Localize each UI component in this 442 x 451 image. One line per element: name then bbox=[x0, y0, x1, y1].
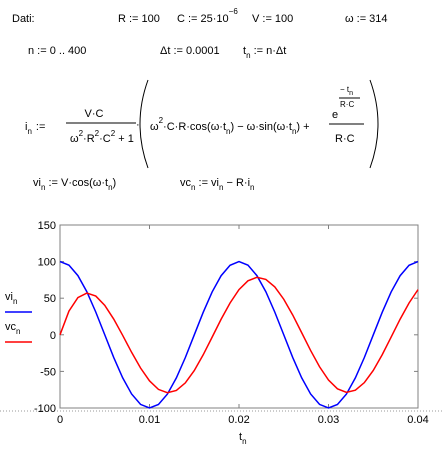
symbol: ) − ω·sin(ω·t bbox=[230, 121, 291, 133]
y-tick-label: 150 bbox=[38, 220, 56, 232]
subscript: n bbox=[226, 127, 230, 136]
symbol: ·C bbox=[99, 133, 111, 145]
denominator: R·C bbox=[335, 133, 355, 145]
legend-label: vcn bbox=[5, 321, 20, 336]
operator: · bbox=[136, 119, 140, 131]
symbol: ω bbox=[150, 121, 159, 133]
symbol: e bbox=[332, 109, 338, 121]
subscript: n bbox=[191, 183, 195, 192]
plot-frame bbox=[59, 224, 419, 409]
symbol: := V·cos(ω·t bbox=[45, 177, 108, 189]
subscript: n bbox=[41, 183, 45, 192]
superscript: 2 bbox=[111, 129, 116, 138]
symbol: t bbox=[243, 45, 246, 57]
numerator: V·C bbox=[85, 108, 104, 120]
symbol: ω bbox=[70, 133, 79, 145]
definition: V := 100 bbox=[252, 13, 293, 25]
symbol: ·C·R·cos(ω·t bbox=[163, 121, 226, 133]
superscript: 2 bbox=[159, 116, 164, 125]
x-tick-label: 0.03 bbox=[318, 414, 339, 426]
symbol: ) + bbox=[296, 121, 309, 133]
subscript: n bbox=[27, 127, 31, 136]
denominator: ω2·R2·C2 + 1 bbox=[70, 129, 134, 145]
x-tick-label: 0.01 bbox=[139, 414, 160, 426]
symbol: − t bbox=[340, 85, 350, 94]
superscript: 2 bbox=[95, 129, 100, 138]
exponent-numerator: − tn bbox=[340, 85, 353, 97]
legend-subscript: n bbox=[13, 297, 17, 306]
legend-name: vc bbox=[5, 321, 17, 333]
legend-name: vi bbox=[5, 291, 13, 303]
superscript: −6 bbox=[229, 7, 239, 16]
operator: := bbox=[36, 121, 45, 133]
definition: ω := 314 bbox=[345, 13, 388, 25]
subscript: n bbox=[242, 437, 246, 446]
symbol: t bbox=[239, 431, 242, 443]
definition-text: C := 25·10 bbox=[177, 13, 229, 25]
exponent-denominator: R·C bbox=[340, 100, 354, 109]
formula-lhs: in := bbox=[25, 121, 45, 136]
definition: R := 100 bbox=[118, 13, 160, 25]
subscript: n bbox=[108, 183, 112, 192]
definition: Δt := 0.0001 bbox=[160, 45, 220, 57]
subscript: n bbox=[292, 127, 296, 136]
subscript: n bbox=[349, 90, 353, 97]
definition-text: := n·Δt bbox=[251, 45, 287, 57]
symbol: ) bbox=[113, 177, 117, 189]
label: Dati: bbox=[12, 13, 35, 25]
x-axis-label: tn bbox=[239, 431, 247, 446]
symbol: vc bbox=[180, 177, 192, 189]
definition: C := 25·10−6 bbox=[177, 7, 238, 25]
y-tick-label: 0 bbox=[50, 330, 56, 342]
formula-body: ω2·C·R·cos(ω·tn) − ω·sin(ω·tn) + bbox=[150, 116, 310, 136]
definition: n := 0 .. 400 bbox=[28, 45, 86, 57]
legend-label: vin bbox=[5, 291, 17, 306]
y-tick-label: 100 bbox=[38, 257, 56, 269]
paren-right bbox=[369, 79, 379, 169]
x-tick-label: 0.02 bbox=[228, 414, 249, 426]
legend-subscript: n bbox=[16, 327, 20, 336]
definition: tn := n·Δt bbox=[243, 45, 286, 60]
definition: vin := V·cos(ω·tn) bbox=[33, 177, 116, 192]
series-line bbox=[59, 260, 419, 409]
symbol: i bbox=[25, 121, 27, 133]
symbol: + 1 bbox=[115, 133, 134, 145]
symbol: − R·i bbox=[223, 177, 250, 189]
superscript: 2 bbox=[79, 129, 84, 138]
y-tick-label: 50 bbox=[44, 293, 56, 305]
y-tick-label: -100 bbox=[34, 403, 56, 415]
symbol: := vi bbox=[195, 177, 219, 189]
subscript: n bbox=[219, 183, 223, 192]
symbol: ·R bbox=[83, 133, 95, 145]
y-tick-label: -50 bbox=[40, 366, 56, 378]
symbol: vi bbox=[33, 177, 41, 189]
x-tick-label: 0.04 bbox=[407, 414, 428, 426]
paren-left bbox=[139, 79, 149, 169]
subscript: n bbox=[246, 51, 250, 60]
x-tick-label: 0 bbox=[57, 414, 63, 426]
series-line bbox=[59, 276, 419, 394]
subscript: n bbox=[250, 183, 254, 192]
definition: vcn := vin − R·in bbox=[180, 177, 255, 192]
